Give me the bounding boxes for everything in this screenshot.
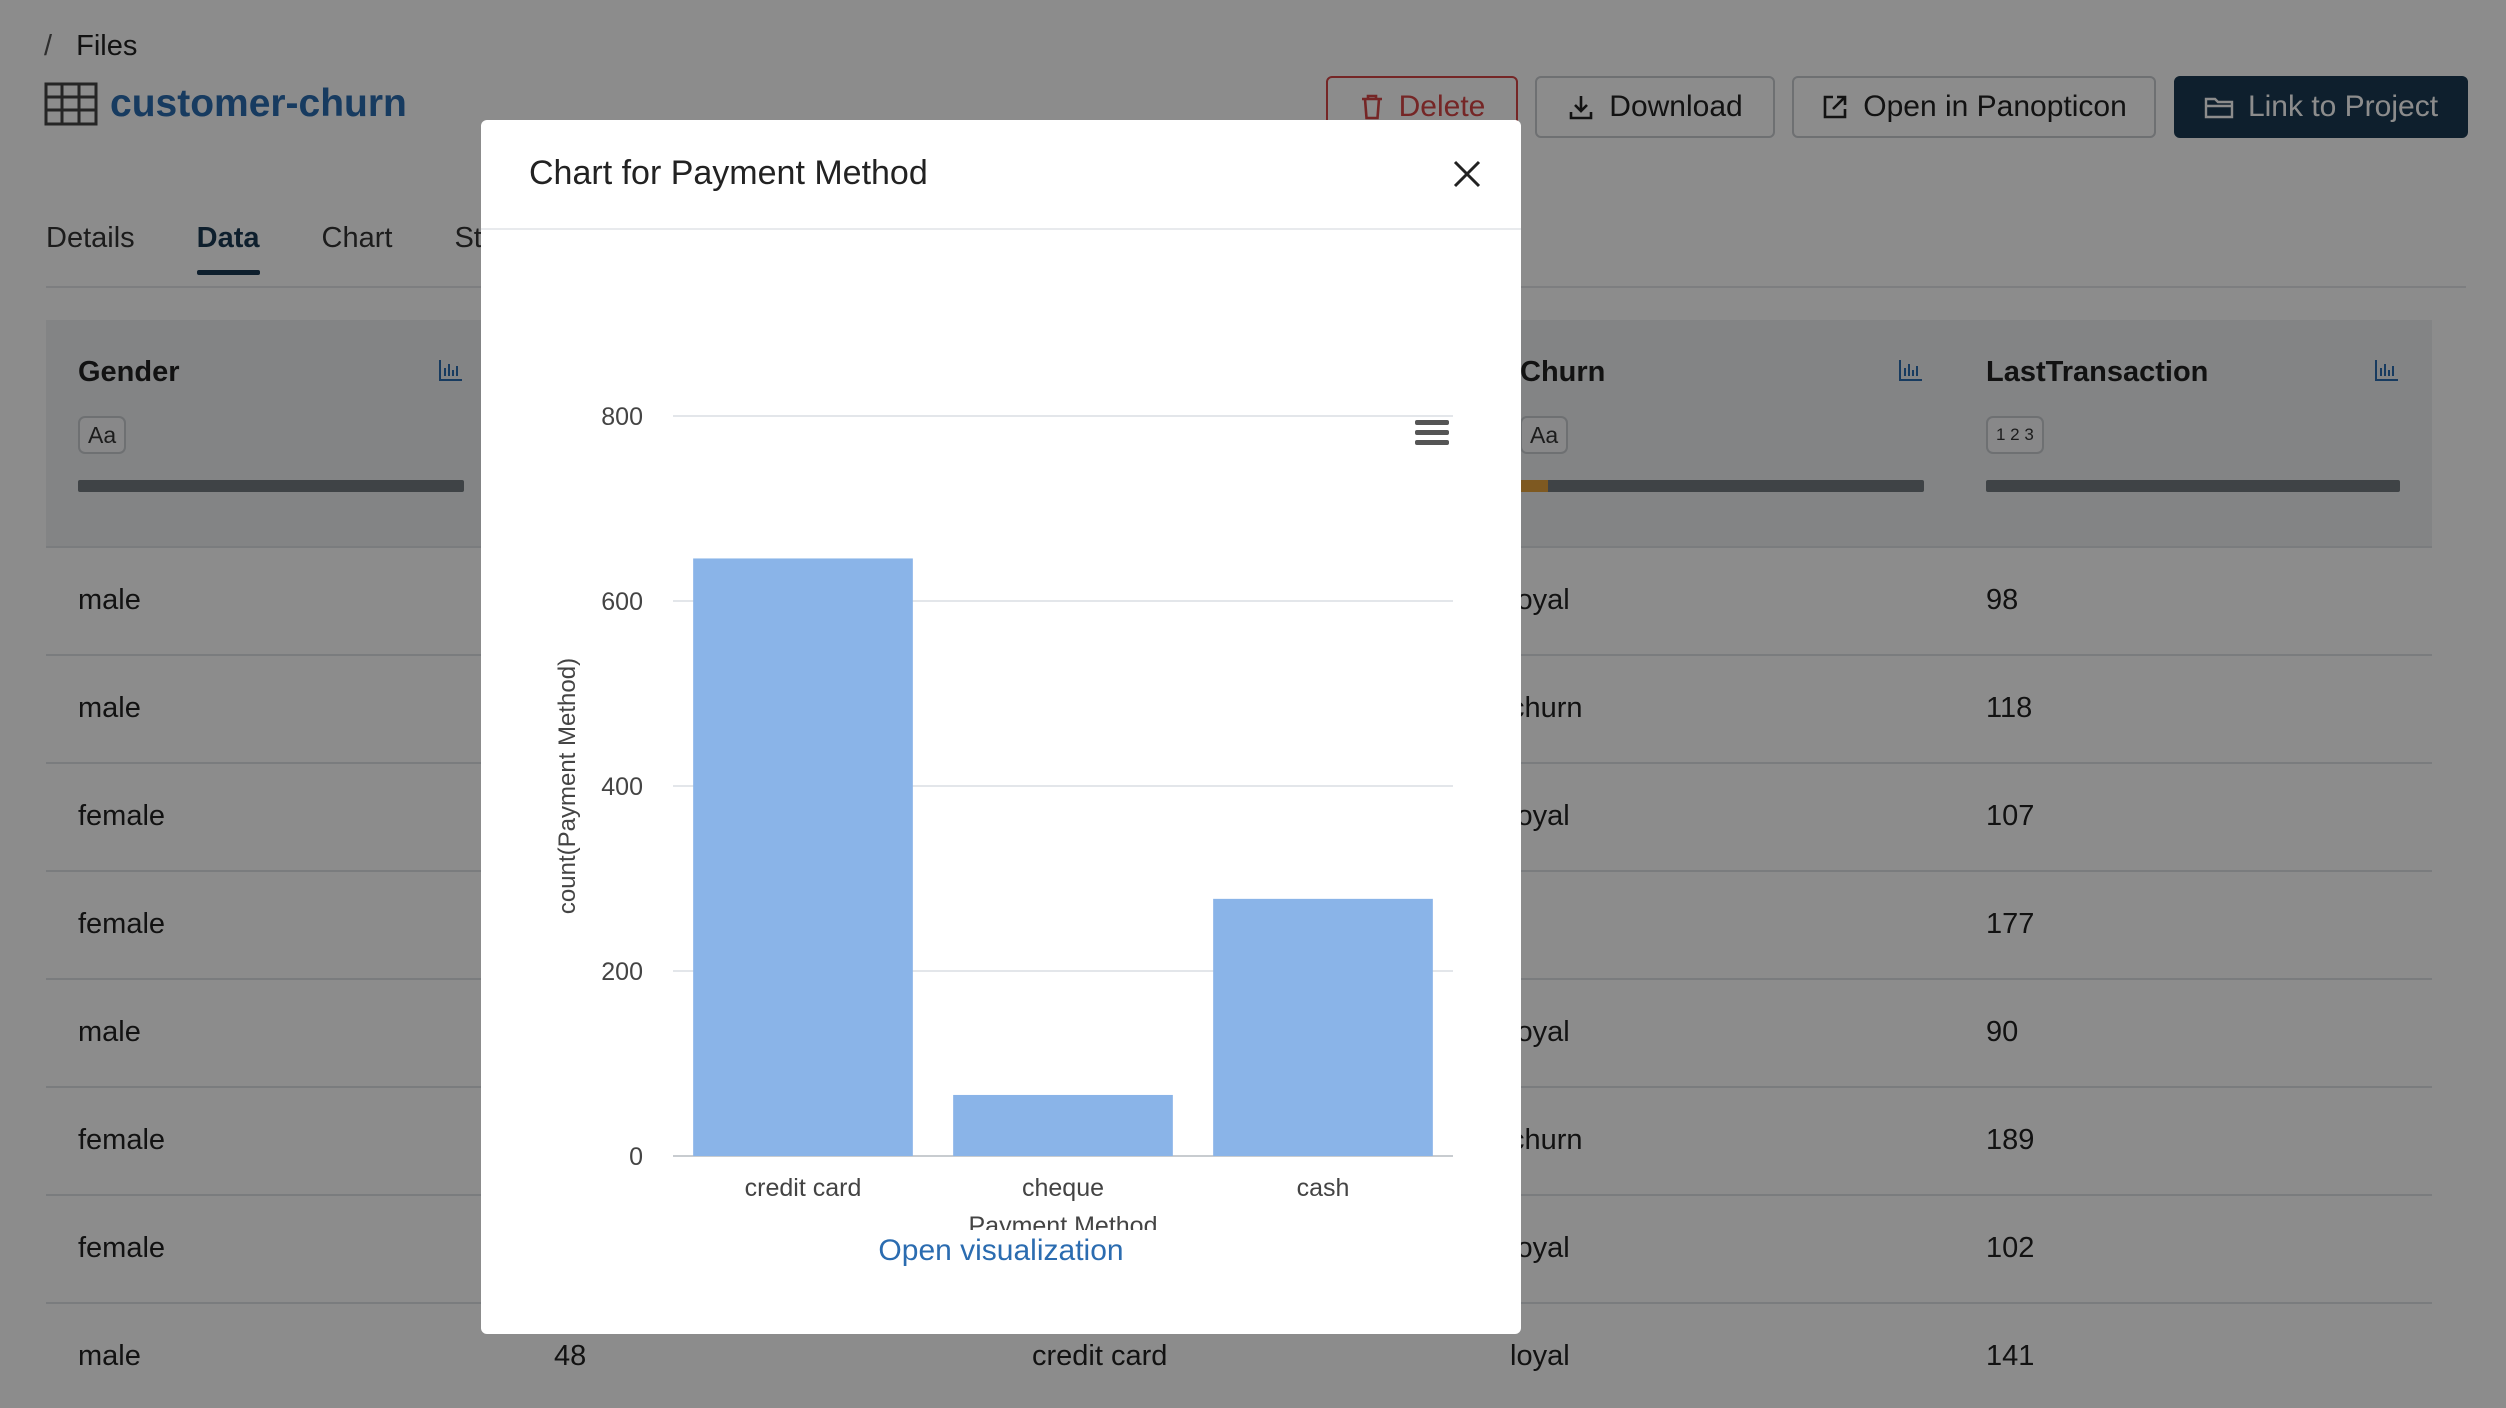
breadcrumb: / Files	[44, 30, 137, 63]
external-link-icon	[1823, 95, 1847, 119]
table-cell: female	[78, 908, 166, 940]
table-cell: 48	[554, 1340, 587, 1372]
link-to-project-button[interactable]: Link to Project	[2174, 76, 2468, 138]
x-tick-label: credit card	[745, 1174, 862, 1202]
table-cell: male	[78, 1340, 141, 1372]
column-chart-icon[interactable]	[2374, 358, 2400, 382]
table-cell: 141	[1986, 1340, 2035, 1372]
column-distribution-bar	[1520, 480, 1924, 492]
y-tick-label: 0	[629, 1143, 643, 1171]
tab-details[interactable]: Details	[46, 222, 135, 254]
table-cell: credit card	[1032, 1340, 1168, 1372]
tab-data[interactable]: Data	[196, 222, 260, 275]
download-button[interactable]: Download	[1535, 76, 1775, 138]
table-cell: churn	[1510, 692, 1583, 724]
modal-title: Chart for Payment Method	[529, 154, 928, 192]
close-icon[interactable]	[1449, 156, 1485, 192]
open-in-panopticon-button[interactable]: Open in Panopticon	[1792, 76, 2156, 138]
open-visualization-link[interactable]: Open visualization	[878, 1234, 1124, 1267]
column-name: Gender	[78, 356, 180, 388]
modal-divider	[481, 228, 1521, 230]
y-axis-title: count(Payment Method)	[554, 658, 581, 914]
payment-method-bar-chart: 0 200 400 600 800 credit card cheque cash Paymen…	[554, 403, 1453, 1230]
column-type-badge: Aa	[78, 416, 127, 454]
download-icon	[1569, 96, 1593, 120]
file-title[interactable]: customer-churn	[110, 82, 407, 125]
column-type-badge: Aa	[1520, 416, 1569, 454]
table-cell: male	[78, 1016, 141, 1048]
file-tabs: Details Data Chart St	[46, 222, 544, 275]
column-header-lasttransaction[interactable]: LastTransaction 1 2 3	[1954, 320, 2432, 546]
trash-icon	[1361, 94, 1382, 120]
column-chart-icon[interactable]	[438, 358, 464, 382]
table-cell: male	[78, 584, 141, 616]
y-tick-label: 800	[601, 403, 643, 431]
table-cell: male	[78, 692, 141, 724]
table-cell: female	[78, 800, 166, 832]
table-cell: loyal	[1510, 1340, 1570, 1372]
folder-icon	[2204, 97, 2234, 119]
chart-menu-icon-line	[1415, 430, 1449, 435]
chart-modal: Chart for Payment Method 0 200 400 600 800 cr…	[481, 120, 1521, 1334]
y-tick-label: 400	[601, 773, 643, 801]
table-cell: 118	[1986, 692, 2033, 724]
column-type-badge: 1 2 3	[1986, 416, 2044, 454]
bar-cash	[1213, 898, 1433, 1156]
table-cell: female	[78, 1232, 166, 1264]
column-chart-icon[interactable]	[1898, 358, 1924, 382]
table-cell: 189	[1986, 1124, 2035, 1156]
x-tick-label: cheque	[1022, 1174, 1104, 1202]
x-axis-title: Payment Method	[969, 1212, 1158, 1230]
y-tick-label: 600	[601, 588, 643, 616]
bar-cheque	[953, 1094, 1173, 1156]
breadcrumb-files-link[interactable]: Files	[76, 30, 138, 62]
table-cell: 177	[1986, 908, 2035, 940]
column-header-churn[interactable]: Churn Aa	[1488, 320, 1958, 546]
tab-chart[interactable]: Chart	[321, 222, 393, 254]
bar-credit-card	[693, 558, 913, 1156]
table-cell: 102	[1986, 1232, 2035, 1264]
chart-menu-icon-line	[1415, 420, 1449, 425]
table-cell: churn	[1510, 1124, 1583, 1156]
tab-statistics[interactable]: St	[454, 222, 482, 254]
delete-label: Delete	[1398, 90, 1486, 123]
x-tick-label: cash	[1297, 1174, 1350, 1202]
breadcrumb-separator: /	[44, 30, 53, 62]
table-icon	[44, 82, 98, 126]
y-tick-label: 200	[601, 958, 643, 986]
distribution-highlight	[1520, 480, 1548, 492]
link-to-project-label: Link to Project	[2247, 90, 2439, 123]
table-cell: 98	[1986, 584, 2019, 616]
chart-menu-icon-line	[1415, 440, 1449, 445]
column-name: Churn	[1520, 356, 1606, 388]
download-label: Download	[1609, 90, 1743, 123]
table-cell: 90	[1986, 1016, 2019, 1048]
open-panopticon-label: Open in Panopticon	[1863, 90, 2127, 123]
column-distribution-bar	[78, 480, 464, 492]
column-name: LastTransaction	[1986, 356, 2209, 388]
column-distribution-bar	[1986, 480, 2400, 492]
column-header-gender[interactable]: Gender Aa	[46, 320, 498, 546]
file-header: customer-churn	[44, 82, 407, 126]
table-cell: 107	[1986, 800, 2035, 832]
table-cell: female	[78, 1124, 166, 1156]
